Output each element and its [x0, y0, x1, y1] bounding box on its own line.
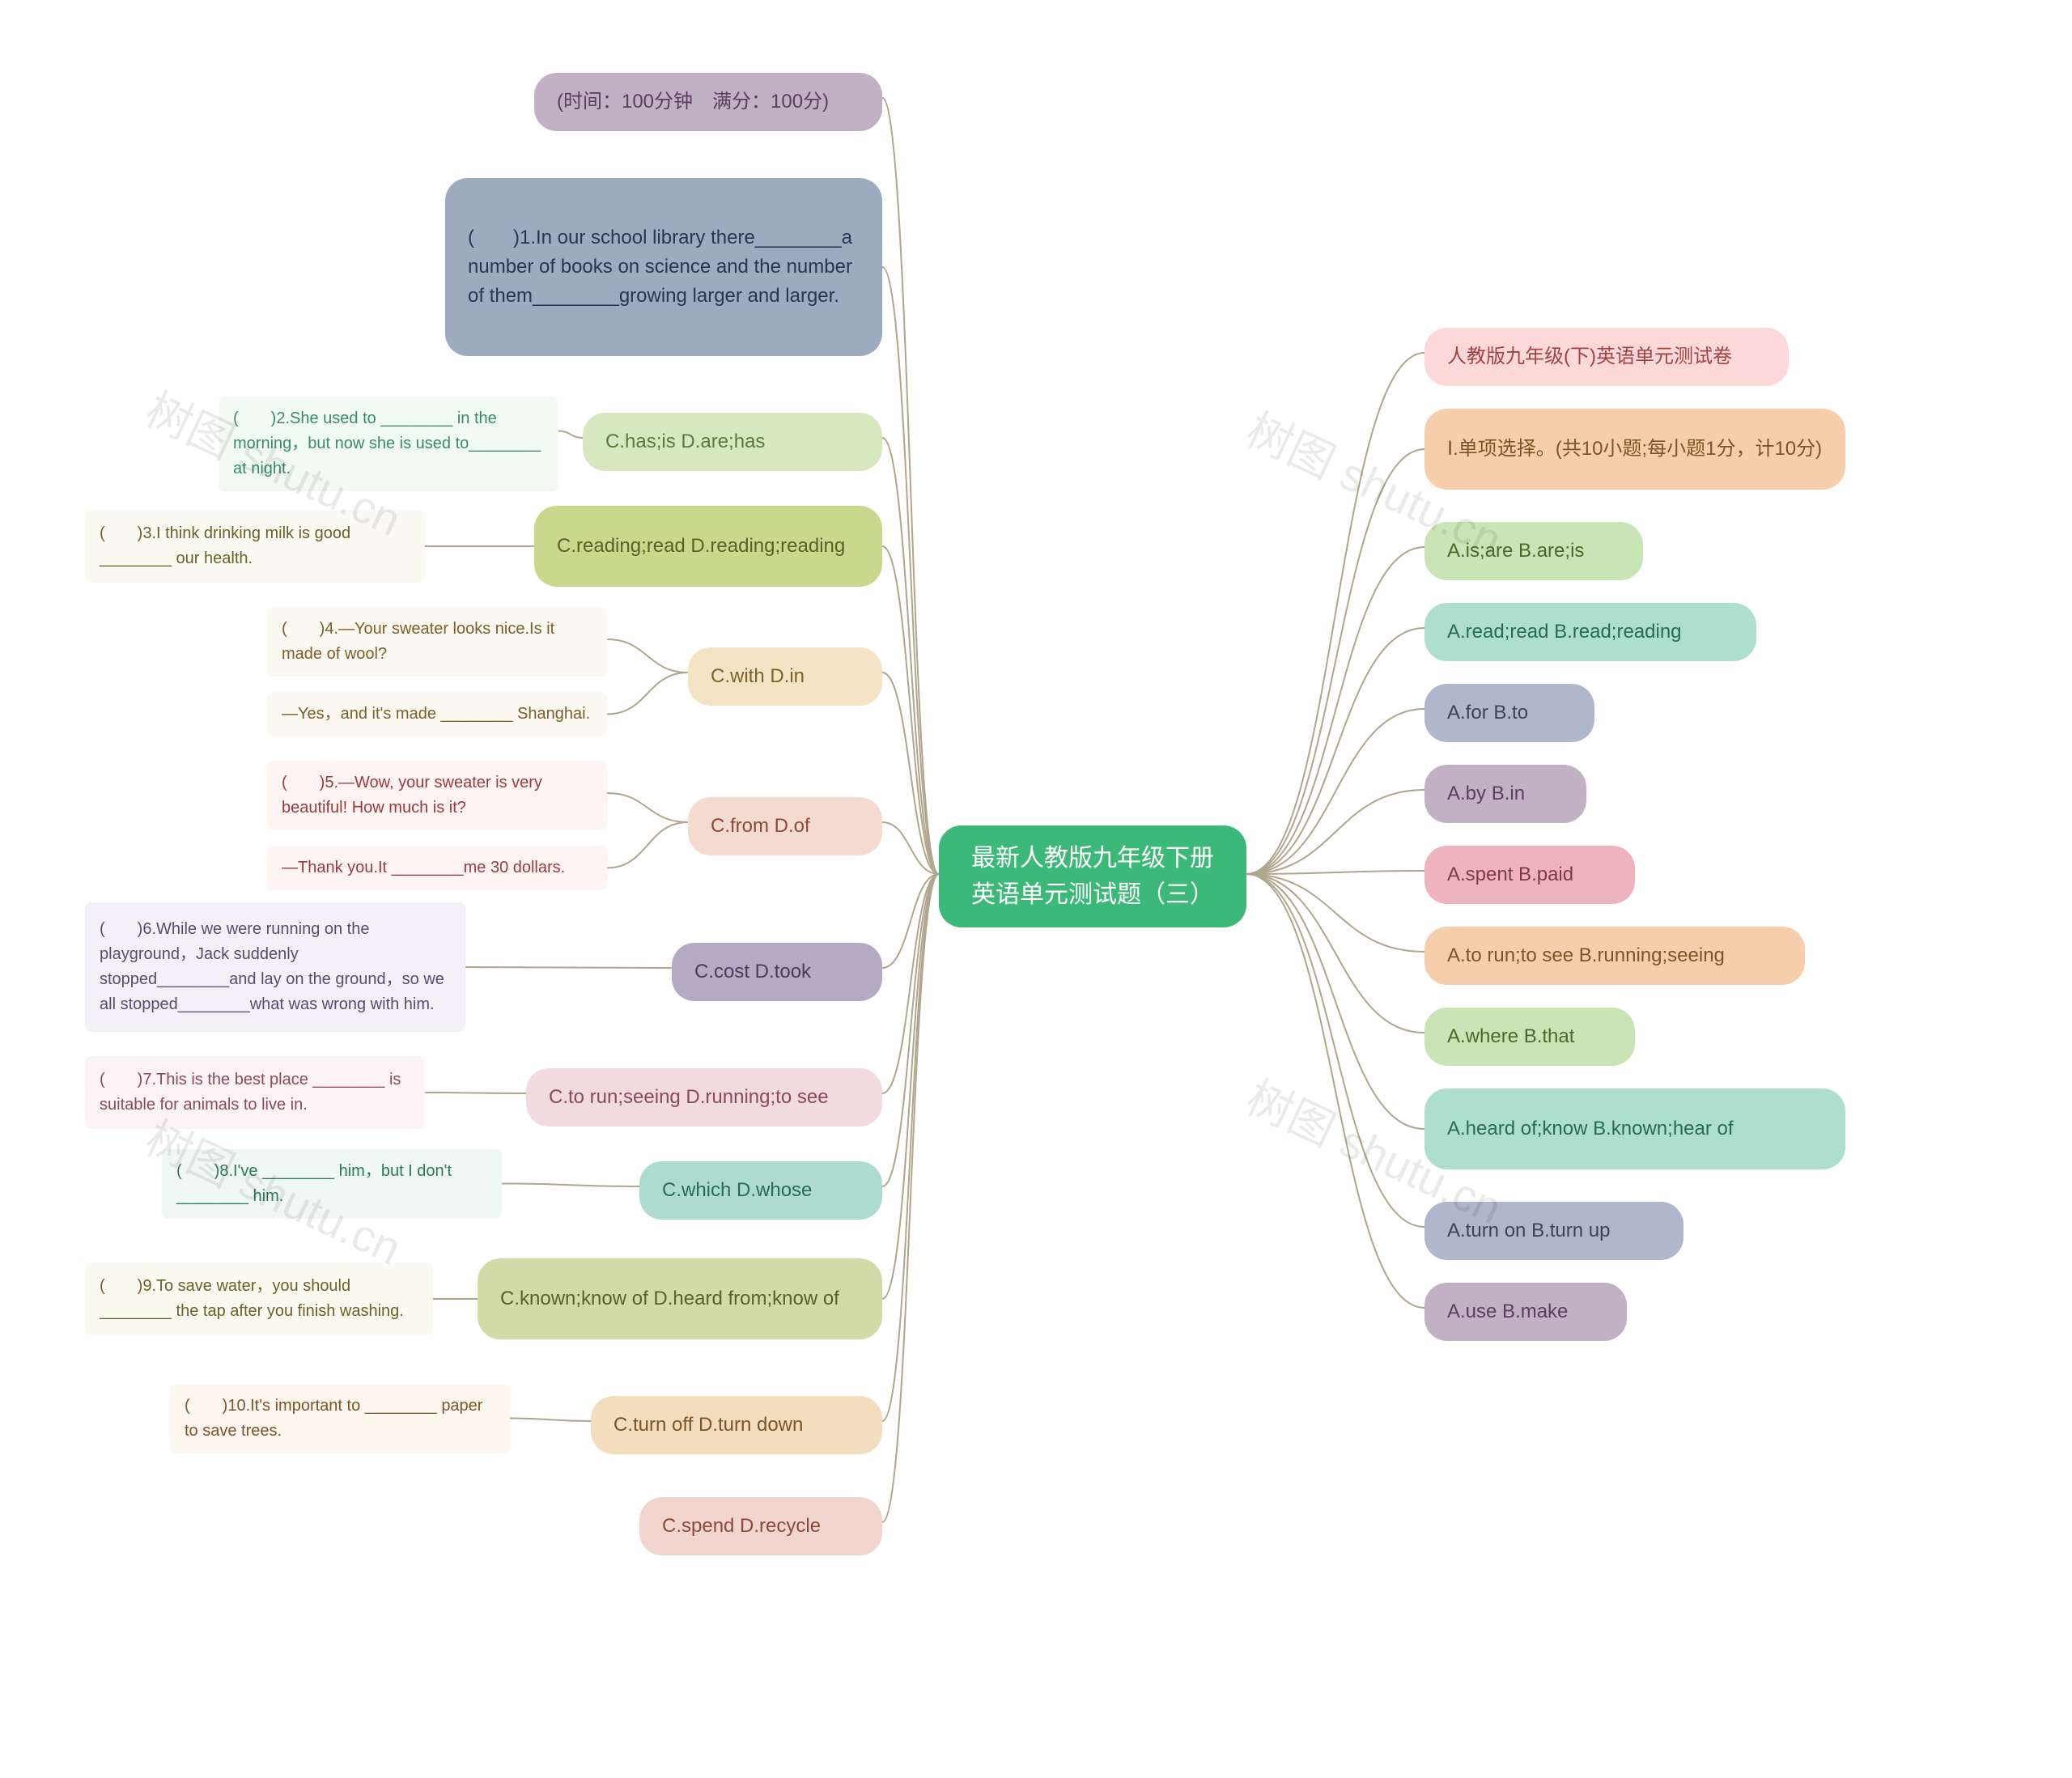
mindmap-node: C.cost D.took — [672, 943, 882, 1001]
mindmap-node: ( )1.In our school library there________… — [445, 178, 882, 356]
mindmap-node: —Thank you.It ________me 30 dollars. — [267, 846, 607, 890]
mindmap-node: —Yes，and it's made ________ Shanghai. — [267, 692, 607, 736]
mindmap-node: A.use B.make — [1424, 1283, 1627, 1341]
mindmap-node: ( )6.While we were running on the playgr… — [85, 902, 465, 1032]
mindmap-node: ( )10.It's important to ________ paper t… — [170, 1384, 510, 1453]
mindmap-node: ( )2.She used to ________ in the morning… — [219, 397, 558, 491]
mindmap-node: A.for B.to — [1424, 684, 1594, 742]
mindmap-node: Ⅰ.单项选择。(共10小题;每小题1分，计10分) — [1424, 409, 1845, 490]
mindmap-node: C.to run;seeing D.running;to see — [526, 1068, 882, 1127]
mindmap-node: A.spent B.paid — [1424, 846, 1635, 904]
mindmap-node: 人教版九年级(下)英语单元测试卷 — [1424, 328, 1789, 386]
mindmap-node: ( )3.I think drinking milk is good _____… — [85, 510, 425, 583]
mindmap-node: ( )7.This is the best place ________ is … — [85, 1056, 425, 1129]
mindmap-node: ( )8.I've ________ him，but I don't _____… — [162, 1149, 502, 1219]
mindmap-node: A.heard of;know B.known;hear of — [1424, 1088, 1845, 1169]
mindmap-node: ( )5.—Wow, your sweater is very beautifu… — [267, 761, 607, 830]
mindmap-node: (时间：100分钟 满分：100分) — [534, 73, 882, 131]
mindmap-node: C.spend D.recycle — [639, 1497, 882, 1555]
mindmap-node: A.turn on B.turn up — [1424, 1202, 1684, 1260]
mindmap-node: C.known;know of D.heard from;know of — [478, 1258, 882, 1339]
mindmap-node: C.turn off D.turn down — [591, 1396, 882, 1454]
mindmap-node: C.reading;read D.reading;reading — [534, 506, 882, 587]
mindmap-node: A.to run;to see B.running;seeing — [1424, 927, 1805, 985]
mindmap-node: C.has;is D.are;has — [583, 413, 882, 471]
mindmap-node: 最新人教版九年级下册英语单元测试题（三） — [939, 825, 1246, 927]
mindmap-node: ( )4.—Your sweater looks nice.Is it made… — [267, 607, 607, 677]
mindmap-node: C.with D.in — [688, 647, 882, 706]
mindmap-node: A.is;are B.are;is — [1424, 522, 1643, 580]
mindmap-node: ( )9.To save water，you should ________ t… — [85, 1262, 433, 1335]
mindmap-node: A.by B.in — [1424, 765, 1586, 823]
mindmap-node: C.from D.of — [688, 797, 882, 855]
mindmap-node: A.read;read B.read;reading — [1424, 603, 1756, 661]
mindmap-node: C.which D.whose — [639, 1161, 882, 1220]
mindmap-node: A.where B.that — [1424, 1008, 1635, 1066]
